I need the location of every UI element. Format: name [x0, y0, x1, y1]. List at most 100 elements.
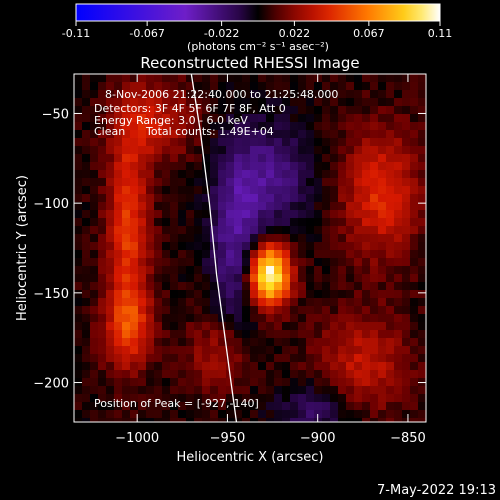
heatmap-cell [234, 306, 243, 315]
heatmap-cell [186, 314, 195, 323]
heatmap-cell [362, 138, 371, 147]
heatmap-cell [90, 322, 99, 331]
heatmap-cell [354, 370, 363, 379]
heatmap-cell [410, 122, 419, 131]
heatmap-cell [146, 242, 155, 251]
heatmap-cell [186, 226, 195, 235]
heatmap-cell [226, 194, 235, 203]
heatmap-cell [106, 258, 115, 267]
heatmap-cell [298, 138, 307, 147]
heatmap-cell [154, 74, 163, 83]
heatmap-cell [146, 314, 155, 323]
heatmap-cell [354, 170, 363, 179]
heatmap-cell [290, 170, 299, 179]
heatmap-cell [234, 298, 243, 307]
heatmap-cell [194, 74, 203, 83]
heatmap-cell [74, 210, 83, 219]
heatmap-cell [290, 266, 299, 275]
heatmap-cell [178, 386, 187, 395]
heatmap-cell [418, 410, 427, 419]
heatmap-cell [402, 122, 411, 131]
heatmap-cell [298, 242, 307, 251]
heatmap-cell [234, 218, 243, 227]
heatmap-cell [378, 362, 387, 371]
heatmap-cell [322, 290, 331, 299]
heatmap-cell [394, 162, 403, 171]
heatmap-cell [170, 298, 179, 307]
heatmap-cell [402, 346, 411, 355]
heatmap-cell [130, 250, 139, 259]
heatmap-cell [122, 354, 131, 363]
heatmap-cell [130, 330, 139, 339]
heatmap-cell [170, 138, 179, 147]
heatmap-cell [322, 250, 331, 259]
heatmap-cell [114, 362, 123, 371]
heatmap-cell [410, 106, 419, 115]
heatmap-cell [106, 282, 115, 291]
heatmap-cell [98, 178, 107, 187]
heatmap-cell [170, 194, 179, 203]
heatmap-cell [394, 178, 403, 187]
heatmap-cell [354, 154, 363, 163]
heatmap-cell [282, 306, 291, 315]
heatmap-cell [370, 330, 379, 339]
heatmap-cell [338, 162, 347, 171]
heatmap-cell [122, 282, 131, 291]
heatmap-cell [330, 194, 339, 203]
heatmap-cell [274, 314, 283, 323]
heatmap-cell [362, 282, 371, 291]
heatmap-cell [218, 74, 227, 83]
heatmap-cell [274, 202, 283, 211]
heatmap-cell [274, 130, 283, 139]
heatmap-cell [202, 378, 211, 387]
heatmap-cell [218, 242, 227, 251]
heatmap-cell [394, 234, 403, 243]
heatmap-cell [306, 338, 315, 347]
heatmap-cell [266, 154, 275, 163]
heatmap-cell [402, 354, 411, 363]
heatmap-cell [106, 306, 115, 315]
heatmap-cell [250, 146, 259, 155]
heatmap-cell [242, 298, 251, 307]
heatmap-cell [418, 250, 427, 259]
heatmap-cell [330, 210, 339, 219]
heatmap-cell [322, 170, 331, 179]
heatmap-cell [386, 170, 395, 179]
heatmap-cell [346, 386, 355, 395]
heatmap-cell [146, 298, 155, 307]
heatmap-cell [346, 290, 355, 299]
heatmap-cell [338, 210, 347, 219]
heatmap-cell [394, 274, 403, 283]
heatmap-cell [74, 410, 83, 419]
heatmap-cell [290, 354, 299, 363]
heatmap-cell [386, 218, 395, 227]
heatmap-cell [338, 242, 347, 251]
heatmap-cell [178, 74, 187, 83]
heatmap-cell [82, 130, 91, 139]
heatmap-cell [82, 98, 91, 107]
colorbar-tick-label: 0.067 [353, 27, 385, 40]
heatmap-cell [346, 202, 355, 211]
heatmap-cell [378, 322, 387, 331]
heatmap-cell [242, 186, 251, 195]
heatmap-cell [226, 274, 235, 283]
heatmap-cell [266, 234, 275, 243]
heatmap-cell [346, 274, 355, 283]
heatmap-cell [370, 354, 379, 363]
heatmap-cell [114, 258, 123, 267]
heatmap-cell [298, 218, 307, 227]
heatmap-cell [82, 186, 91, 195]
heatmap-cell [402, 306, 411, 315]
heatmap-cell [178, 306, 187, 315]
heatmap-cell [122, 170, 131, 179]
heatmap-cell [162, 226, 171, 235]
heatmap-cell [402, 146, 411, 155]
heatmap-cell [74, 354, 83, 363]
heatmap-cell [338, 82, 347, 91]
heatmap-cell [306, 314, 315, 323]
heatmap-cell [226, 202, 235, 211]
heatmap-cell [354, 258, 363, 267]
heatmap-cell [90, 138, 99, 147]
heatmap-cell [410, 410, 419, 419]
heatmap-cell [162, 178, 171, 187]
